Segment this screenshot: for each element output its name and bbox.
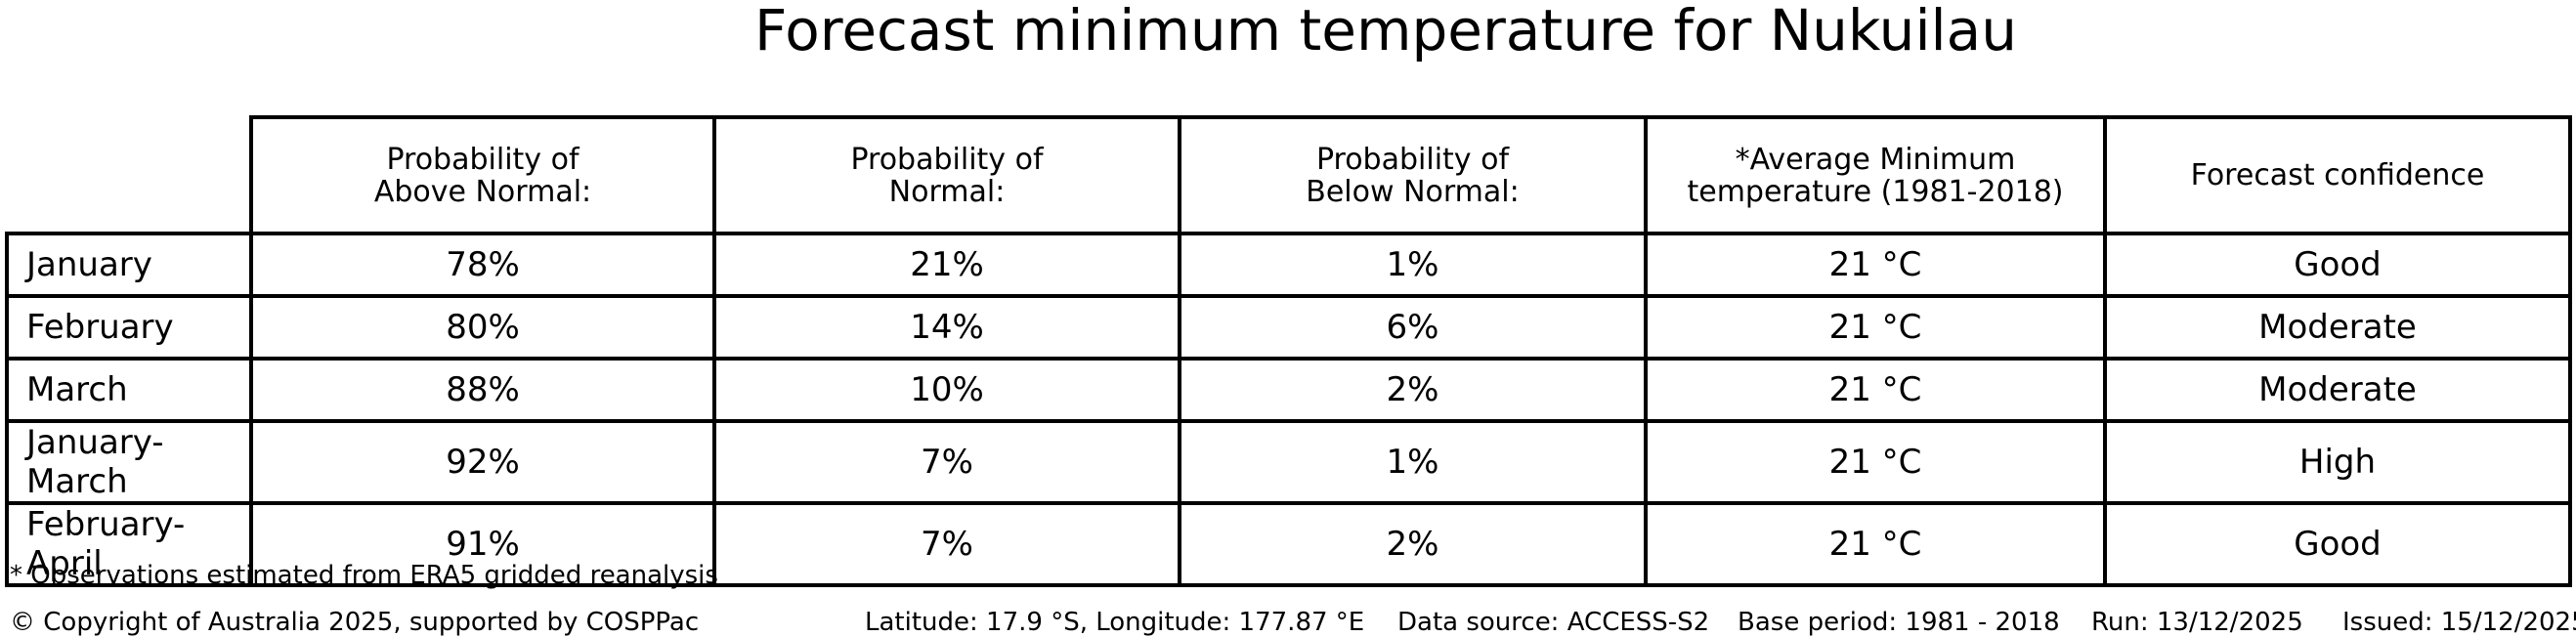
cell-forecast-confidence: High [2103, 419, 2572, 505]
issued-date-text: Issued: 15/12/2025 [2342, 608, 2576, 637]
cell-average-minimum: 21 °C [1644, 419, 2107, 505]
table-row: January 78% 21% 1% 21 °C Good [5, 232, 2572, 298]
cell-forecast-confidence: Good [2103, 501, 2572, 587]
period-label: January-March [5, 419, 253, 505]
cell-forecast-confidence: Moderate [2103, 357, 2572, 423]
period-label: March [5, 357, 253, 423]
period-label: February-April [5, 501, 253, 587]
cell-above-normal: 78% [249, 232, 716, 298]
observations-footnote: * Observations estimated from ERA5 gridd… [10, 561, 718, 590]
cell-below-normal: 6% [1178, 294, 1648, 361]
table-row: March 88% 10% 2% 21 °C Moderate [5, 357, 2572, 423]
cell-average-minimum: 21 °C [1644, 357, 2107, 423]
base-period-text: Base period: 1981 - 2018 [1738, 608, 2060, 637]
header-row: Probability of Above Normal: Probability… [7, 115, 2572, 235]
cell-average-minimum: 21 °C [1644, 501, 2107, 587]
location-text: Latitude: 17.9 °S, Longitude: 177.87 °E [865, 608, 1365, 637]
copyright-text: © Copyright of Australia 2025, supported… [10, 608, 700, 637]
forecast-table: Probability of Above Normal: Probability… [5, 115, 2572, 587]
period-label: February [5, 294, 253, 361]
data-source-text: Data source: ACCESS-S2 [1397, 608, 1710, 637]
cell-below-normal: 1% [1178, 419, 1648, 505]
cell-above-normal: 92% [249, 419, 716, 505]
col-header-forecast-confidence: Forecast confidence [2103, 115, 2572, 235]
period-label: January [5, 232, 253, 298]
cell-average-minimum: 21 °C [1644, 232, 2107, 298]
cell-below-normal: 1% [1178, 232, 1648, 298]
cell-normal: 7% [712, 419, 1181, 505]
cell-normal: 7% [712, 501, 1181, 587]
col-header-below-normal: Probability of Below Normal: [1178, 115, 1648, 235]
cell-forecast-confidence: Moderate [2103, 294, 2572, 361]
cell-normal: 21% [712, 232, 1181, 298]
col-header-normal: Probability of Normal: [712, 115, 1181, 235]
cell-normal: 10% [712, 357, 1181, 423]
col-header-average-minimum: *Average Minimum temperature (1981-2018) [1644, 115, 2107, 235]
cell-below-normal: 2% [1178, 357, 1648, 423]
cell-average-minimum: 21 °C [1644, 294, 2107, 361]
page-title: Forecast minimum temperature for Nukuila… [754, 0, 2017, 64]
table-row: February-April 91% 7% 2% 21 °C Good [5, 501, 2572, 587]
cell-above-normal: 88% [249, 357, 716, 423]
run-date-text: Run: 13/12/2025 [2091, 608, 2303, 637]
corner-cell [7, 117, 251, 234]
table-row: February 80% 14% 6% 21 °C Moderate [5, 294, 2572, 361]
cell-above-normal: 91% [249, 501, 716, 587]
table-row: January-March 92% 7% 1% 21 °C High [5, 419, 2572, 505]
cell-forecast-confidence: Good [2103, 232, 2572, 298]
cell-below-normal: 2% [1178, 501, 1648, 587]
cell-normal: 14% [712, 294, 1181, 361]
cell-above-normal: 80% [249, 294, 716, 361]
col-header-above-normal: Probability of Above Normal: [249, 115, 716, 235]
